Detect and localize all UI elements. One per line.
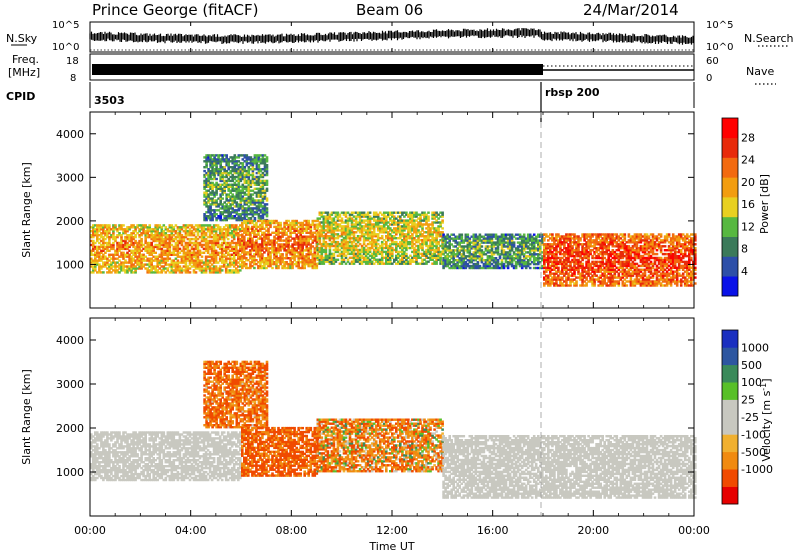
power-echo-cell <box>337 259 340 261</box>
power-echo-cell <box>221 197 224 199</box>
power-echo-cell <box>369 212 372 214</box>
nave-tick-bottom: 0 <box>706 73 712 84</box>
power-echo-cell <box>122 224 125 226</box>
power-echo-cell <box>102 271 105 273</box>
power-echo-cell <box>189 271 192 273</box>
nsearch-label: N.Search <box>744 32 794 45</box>
nsky-trace <box>90 28 694 50</box>
power-echo-cell <box>551 233 554 235</box>
power-echo-cell <box>114 224 117 226</box>
power-echo-cell <box>427 215 430 217</box>
power-echo-cell <box>481 245 484 247</box>
power-echo-cell <box>266 197 269 199</box>
beam-title: Beam 06 <box>356 1 423 19</box>
nsearch-tick-bottom: 10^0 <box>706 42 733 53</box>
cpid-label: CPID <box>6 90 35 103</box>
power-echo-cell <box>201 256 204 258</box>
freq-unit-label: [MHz] <box>8 66 40 79</box>
power-echo-cell <box>154 252 157 254</box>
power-echo-cell <box>108 224 111 226</box>
power-echo-cell <box>253 267 256 269</box>
power-echo-cell <box>281 253 284 255</box>
nave-tick-top: 60 <box>706 56 719 67</box>
power-echo-cell <box>441 227 444 229</box>
nave-label: Nave <box>746 65 774 78</box>
freq-series-block <box>92 64 543 75</box>
power-echo-cell <box>266 164 269 166</box>
nsky-label: N.Sky <box>6 32 38 45</box>
power-echo-cell <box>529 267 532 269</box>
nsky-tick-top: 10^5 <box>52 20 79 31</box>
power-echo-cell <box>215 178 218 180</box>
power-echo-cell <box>441 212 444 214</box>
power-echo-cell <box>523 234 526 236</box>
power-echo-cell <box>441 219 444 221</box>
power-echo-cell <box>441 231 444 233</box>
power-echo-cell <box>266 203 269 205</box>
station-title: Prince George (fitACF) <box>92 1 258 19</box>
power-echo-cell <box>405 253 408 255</box>
power-echo-cell <box>225 154 228 156</box>
freq-trace <box>92 64 694 75</box>
power-echo-cell <box>148 224 151 226</box>
power-echo-cell <box>341 217 344 219</box>
power-echo-cell <box>245 263 248 265</box>
cpid-segment-2: rbsp 200 <box>545 86 600 99</box>
power-echo-cell <box>266 180 269 182</box>
power-echo-map <box>90 154 697 286</box>
power-echo-cell <box>266 188 269 190</box>
power-echo-cell <box>307 220 310 222</box>
power-echo-cell <box>254 217 257 219</box>
power-echo-cell <box>381 235 384 237</box>
power-echo-cell <box>266 207 269 209</box>
date-title: 24/Mar/2014 <box>583 1 679 19</box>
freq-label: Freq. <box>12 53 39 66</box>
nsky-series <box>90 28 693 45</box>
power-echo-cell <box>271 267 274 269</box>
power-echo-cell <box>467 234 470 236</box>
power-echo-cell <box>513 241 516 243</box>
freq-tick-top: 18 <box>66 56 79 67</box>
power-echo-cell <box>227 238 230 240</box>
power-echo-cell <box>195 271 198 273</box>
nsky-tick-bottom: 10^0 <box>52 42 79 53</box>
cpid-segment-1: 3503 <box>94 94 125 107</box>
power-echo-cell <box>461 234 464 236</box>
power-echo-cell <box>427 212 430 214</box>
power-echo-cell <box>221 269 224 271</box>
power-echo-cell <box>140 238 143 240</box>
freq-tick-bottom: 8 <box>70 73 76 84</box>
power-echo-cell <box>279 222 282 224</box>
power-echo-cell <box>239 269 242 271</box>
power-echo-cell <box>266 156 269 158</box>
nsearch-tick-top: 10^5 <box>706 20 733 31</box>
